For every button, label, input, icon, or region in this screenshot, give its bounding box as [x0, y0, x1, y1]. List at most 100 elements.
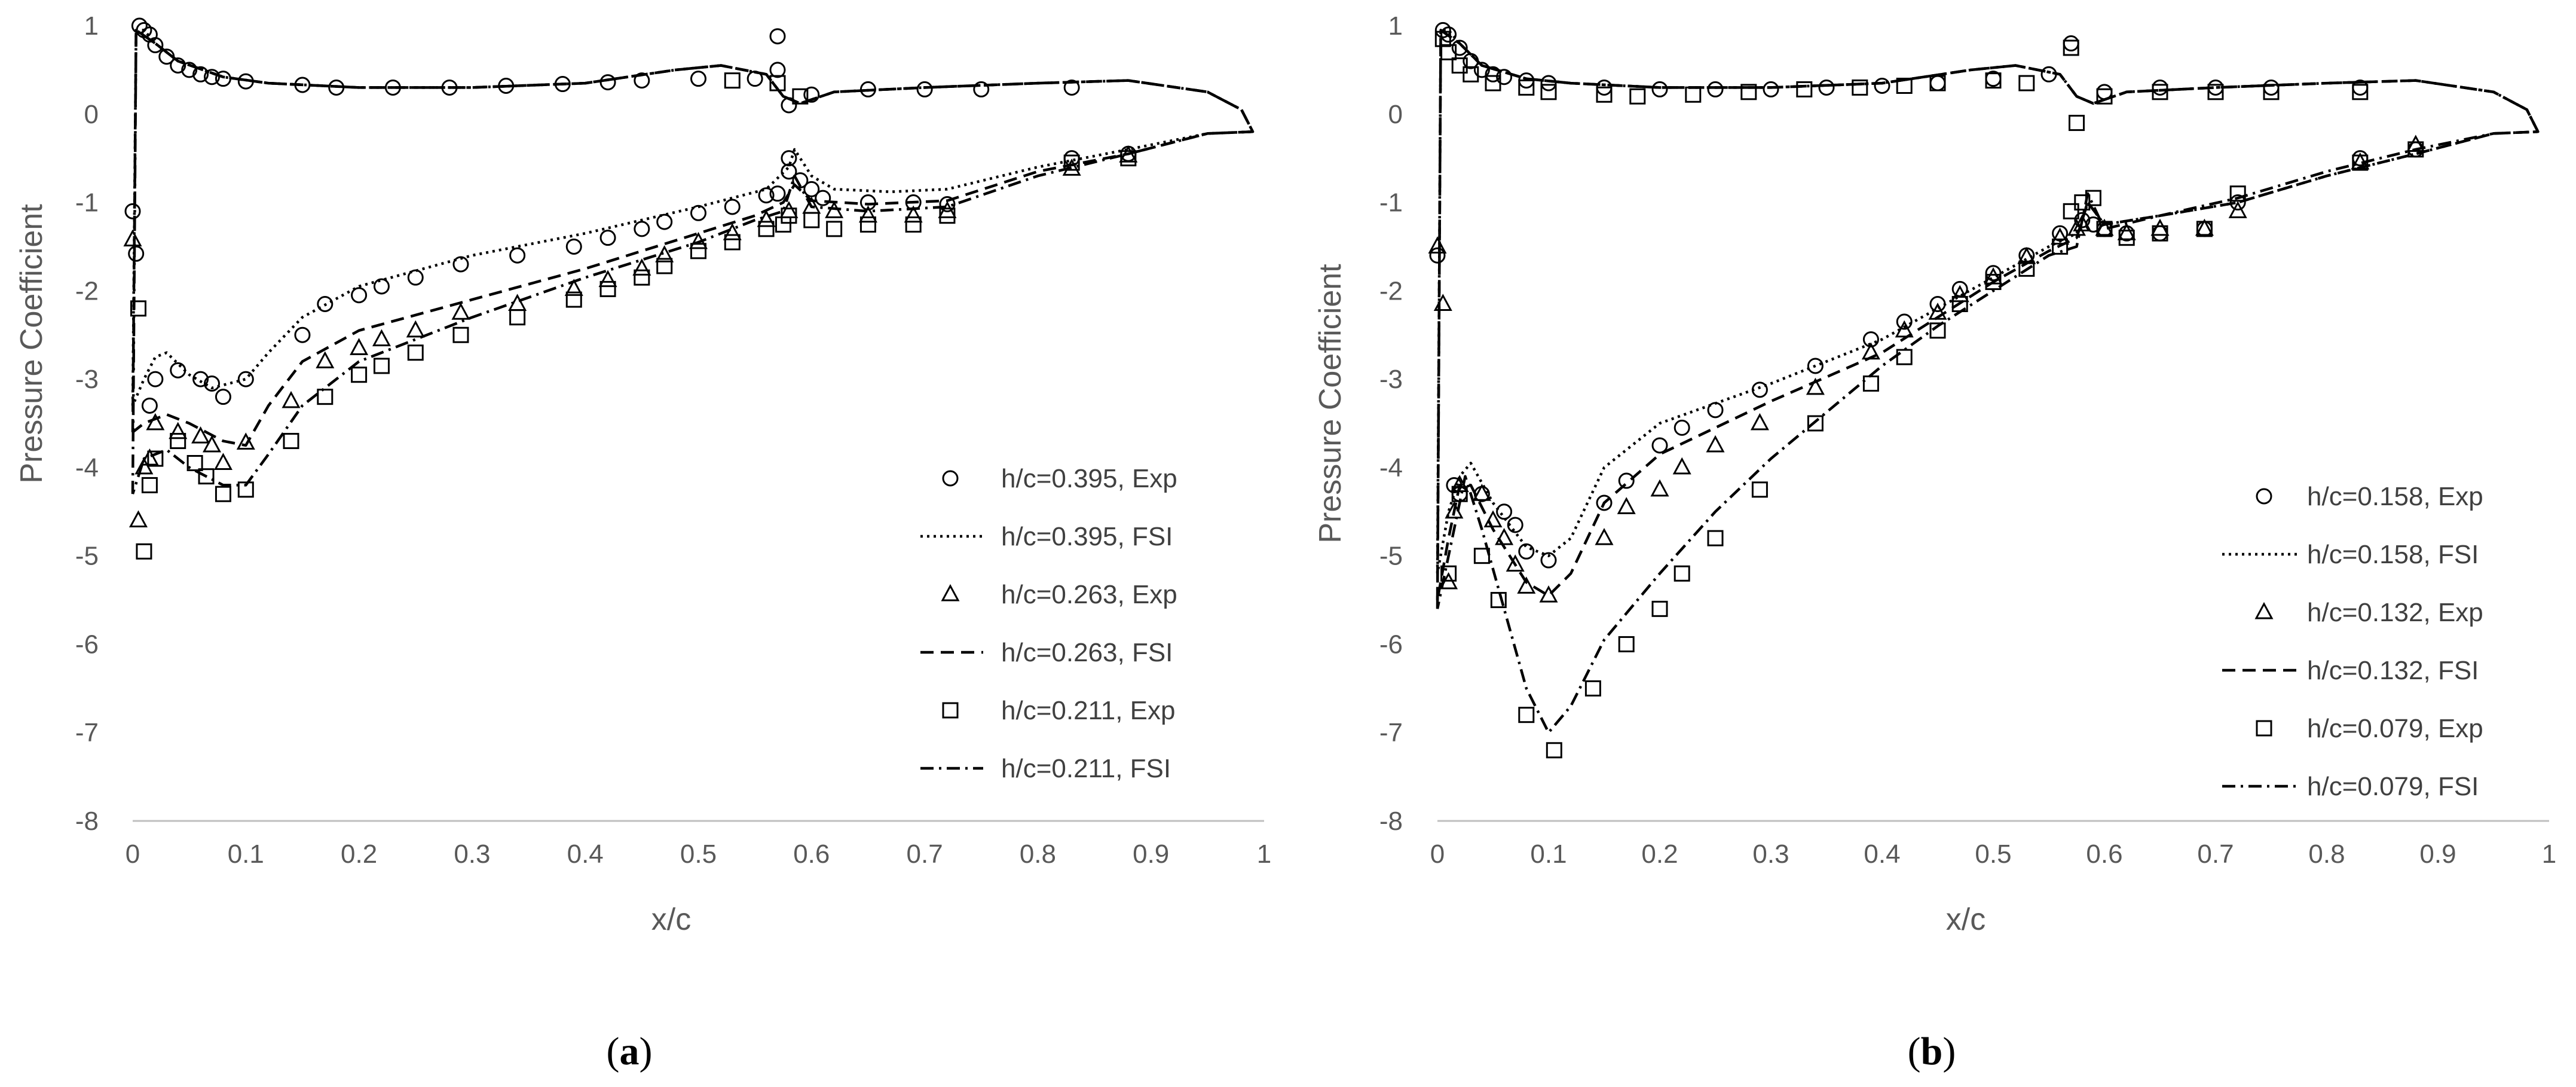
data-point — [2018, 75, 2035, 91]
data-point — [2051, 227, 2070, 245]
data-point — [1707, 81, 1724, 97]
legend-marker-swatch — [942, 470, 959, 487]
legend-entry-label: h/c=0.079, FSI — [2307, 772, 2479, 801]
data-point — [1674, 419, 1690, 436]
data-point — [170, 57, 186, 74]
legend-entry-label: h/c=0.132, Exp — [2307, 598, 2483, 627]
y-tick-label: -8 — [75, 807, 99, 836]
data-point — [351, 287, 368, 304]
y-tick-label: 0 — [84, 100, 99, 129]
data-point — [1985, 72, 2002, 89]
x-tick-label: 0.7 — [907, 839, 943, 869]
y-tick-label: -3 — [1379, 365, 1403, 394]
data-point — [1852, 79, 1868, 96]
data-point — [1495, 527, 1514, 545]
x-tick-label: 0.4 — [567, 839, 604, 869]
data-point — [509, 247, 526, 264]
x-tick-label: 0.1 — [228, 839, 264, 869]
data-point — [147, 450, 164, 467]
data-point — [634, 269, 650, 286]
data-point — [656, 258, 673, 274]
data-point — [1618, 636, 1635, 652]
legend-marker-swatch — [941, 584, 960, 601]
data-point — [1674, 565, 1690, 582]
data-point — [509, 309, 526, 326]
panel-a-label-letter: a — [620, 1030, 640, 1073]
data-point — [2196, 221, 2213, 237]
y-tick-label: -5 — [1379, 542, 1403, 571]
y-tick-label: -3 — [75, 365, 99, 394]
data-point — [1540, 75, 1557, 91]
data-point — [1707, 530, 1724, 546]
data-point — [1540, 84, 1557, 100]
y-tick-label: -1 — [1379, 188, 1403, 218]
data-point — [938, 201, 957, 218]
data-point — [1796, 81, 1813, 97]
data-point — [1874, 77, 1890, 94]
data-point — [407, 269, 424, 286]
legend-entry-label: h/c=0.158, Exp — [2307, 482, 2483, 511]
data-point — [1429, 247, 1446, 264]
data-point — [1584, 680, 1601, 697]
panel-b-label-close: ) — [1942, 1030, 1956, 1073]
data-point — [236, 432, 255, 450]
x-tick-label: 0.5 — [1975, 839, 2011, 869]
y-tick-label: 1 — [84, 11, 99, 41]
data-point — [1618, 472, 1635, 489]
x-tick-label: 0 — [126, 839, 140, 869]
data-point — [1807, 415, 1824, 432]
legend-marker-swatch — [2256, 720, 2272, 737]
data-point — [192, 66, 209, 83]
data-point — [1428, 236, 1447, 254]
data-point — [451, 303, 470, 320]
data-point — [1806, 377, 1825, 395]
data-point — [294, 326, 311, 343]
data-point — [781, 150, 797, 167]
data-point — [147, 37, 164, 54]
y-tick-label: -2 — [75, 276, 99, 306]
data-point — [406, 320, 425, 338]
data-point — [237, 481, 254, 498]
data-point — [859, 216, 876, 233]
data-point — [1540, 552, 1557, 569]
data-point — [2407, 141, 2424, 158]
data-point — [564, 279, 583, 296]
series-line — [131, 29, 1255, 494]
data-point — [237, 371, 254, 387]
data-point — [1518, 543, 1535, 560]
panel-a-label-close: ) — [640, 1030, 653, 1073]
data-point — [2228, 201, 2247, 218]
x-tick-label: 1 — [1257, 839, 1271, 869]
data-point — [815, 190, 831, 206]
x-tick-label: 0.3 — [1752, 839, 1789, 869]
legend-entry-label: h/c=0.263, Exp — [1001, 580, 1177, 609]
panel-b-x-axis-title: x/c — [1946, 902, 1985, 937]
legend-entry-label: h/c=0.132, FSI — [2307, 656, 2479, 685]
data-point — [186, 455, 203, 471]
x-tick-label: 0.2 — [1641, 839, 1678, 869]
data-point — [1650, 479, 1669, 497]
panel-b-legend: h/c=0.158, Exp h/c=0.158, FSI h/c=0.132, E… — [2222, 482, 2483, 801]
data-point — [317, 296, 334, 312]
y-tick-label: -8 — [1379, 807, 1403, 836]
data-point — [1740, 84, 1757, 100]
data-point — [2117, 223, 2136, 240]
data-point — [1485, 66, 1501, 83]
data-point — [181, 62, 198, 78]
data-point — [140, 448, 159, 466]
data-point — [2069, 115, 2085, 132]
y-tick-label: -6 — [1379, 630, 1403, 659]
data-point — [1985, 274, 2002, 291]
data-point — [656, 213, 673, 230]
data-point — [2063, 39, 2079, 56]
y-tick-label: -5 — [75, 542, 99, 571]
data-point — [1472, 484, 1491, 501]
legend-entry-label: h/c=0.079, Exp — [2307, 714, 2483, 743]
panel-b-x-tick-labels: 0 0.1 0.2 0.3 0.4 0.5 0.6 0.7 0.8 0.9 1 — [1430, 839, 2556, 869]
x-tick-label: 0.9 — [2419, 839, 2456, 869]
y-tick-label: -4 — [75, 453, 99, 483]
data-point — [282, 390, 301, 408]
data-point — [1434, 22, 1451, 38]
data-point — [1818, 79, 1835, 96]
